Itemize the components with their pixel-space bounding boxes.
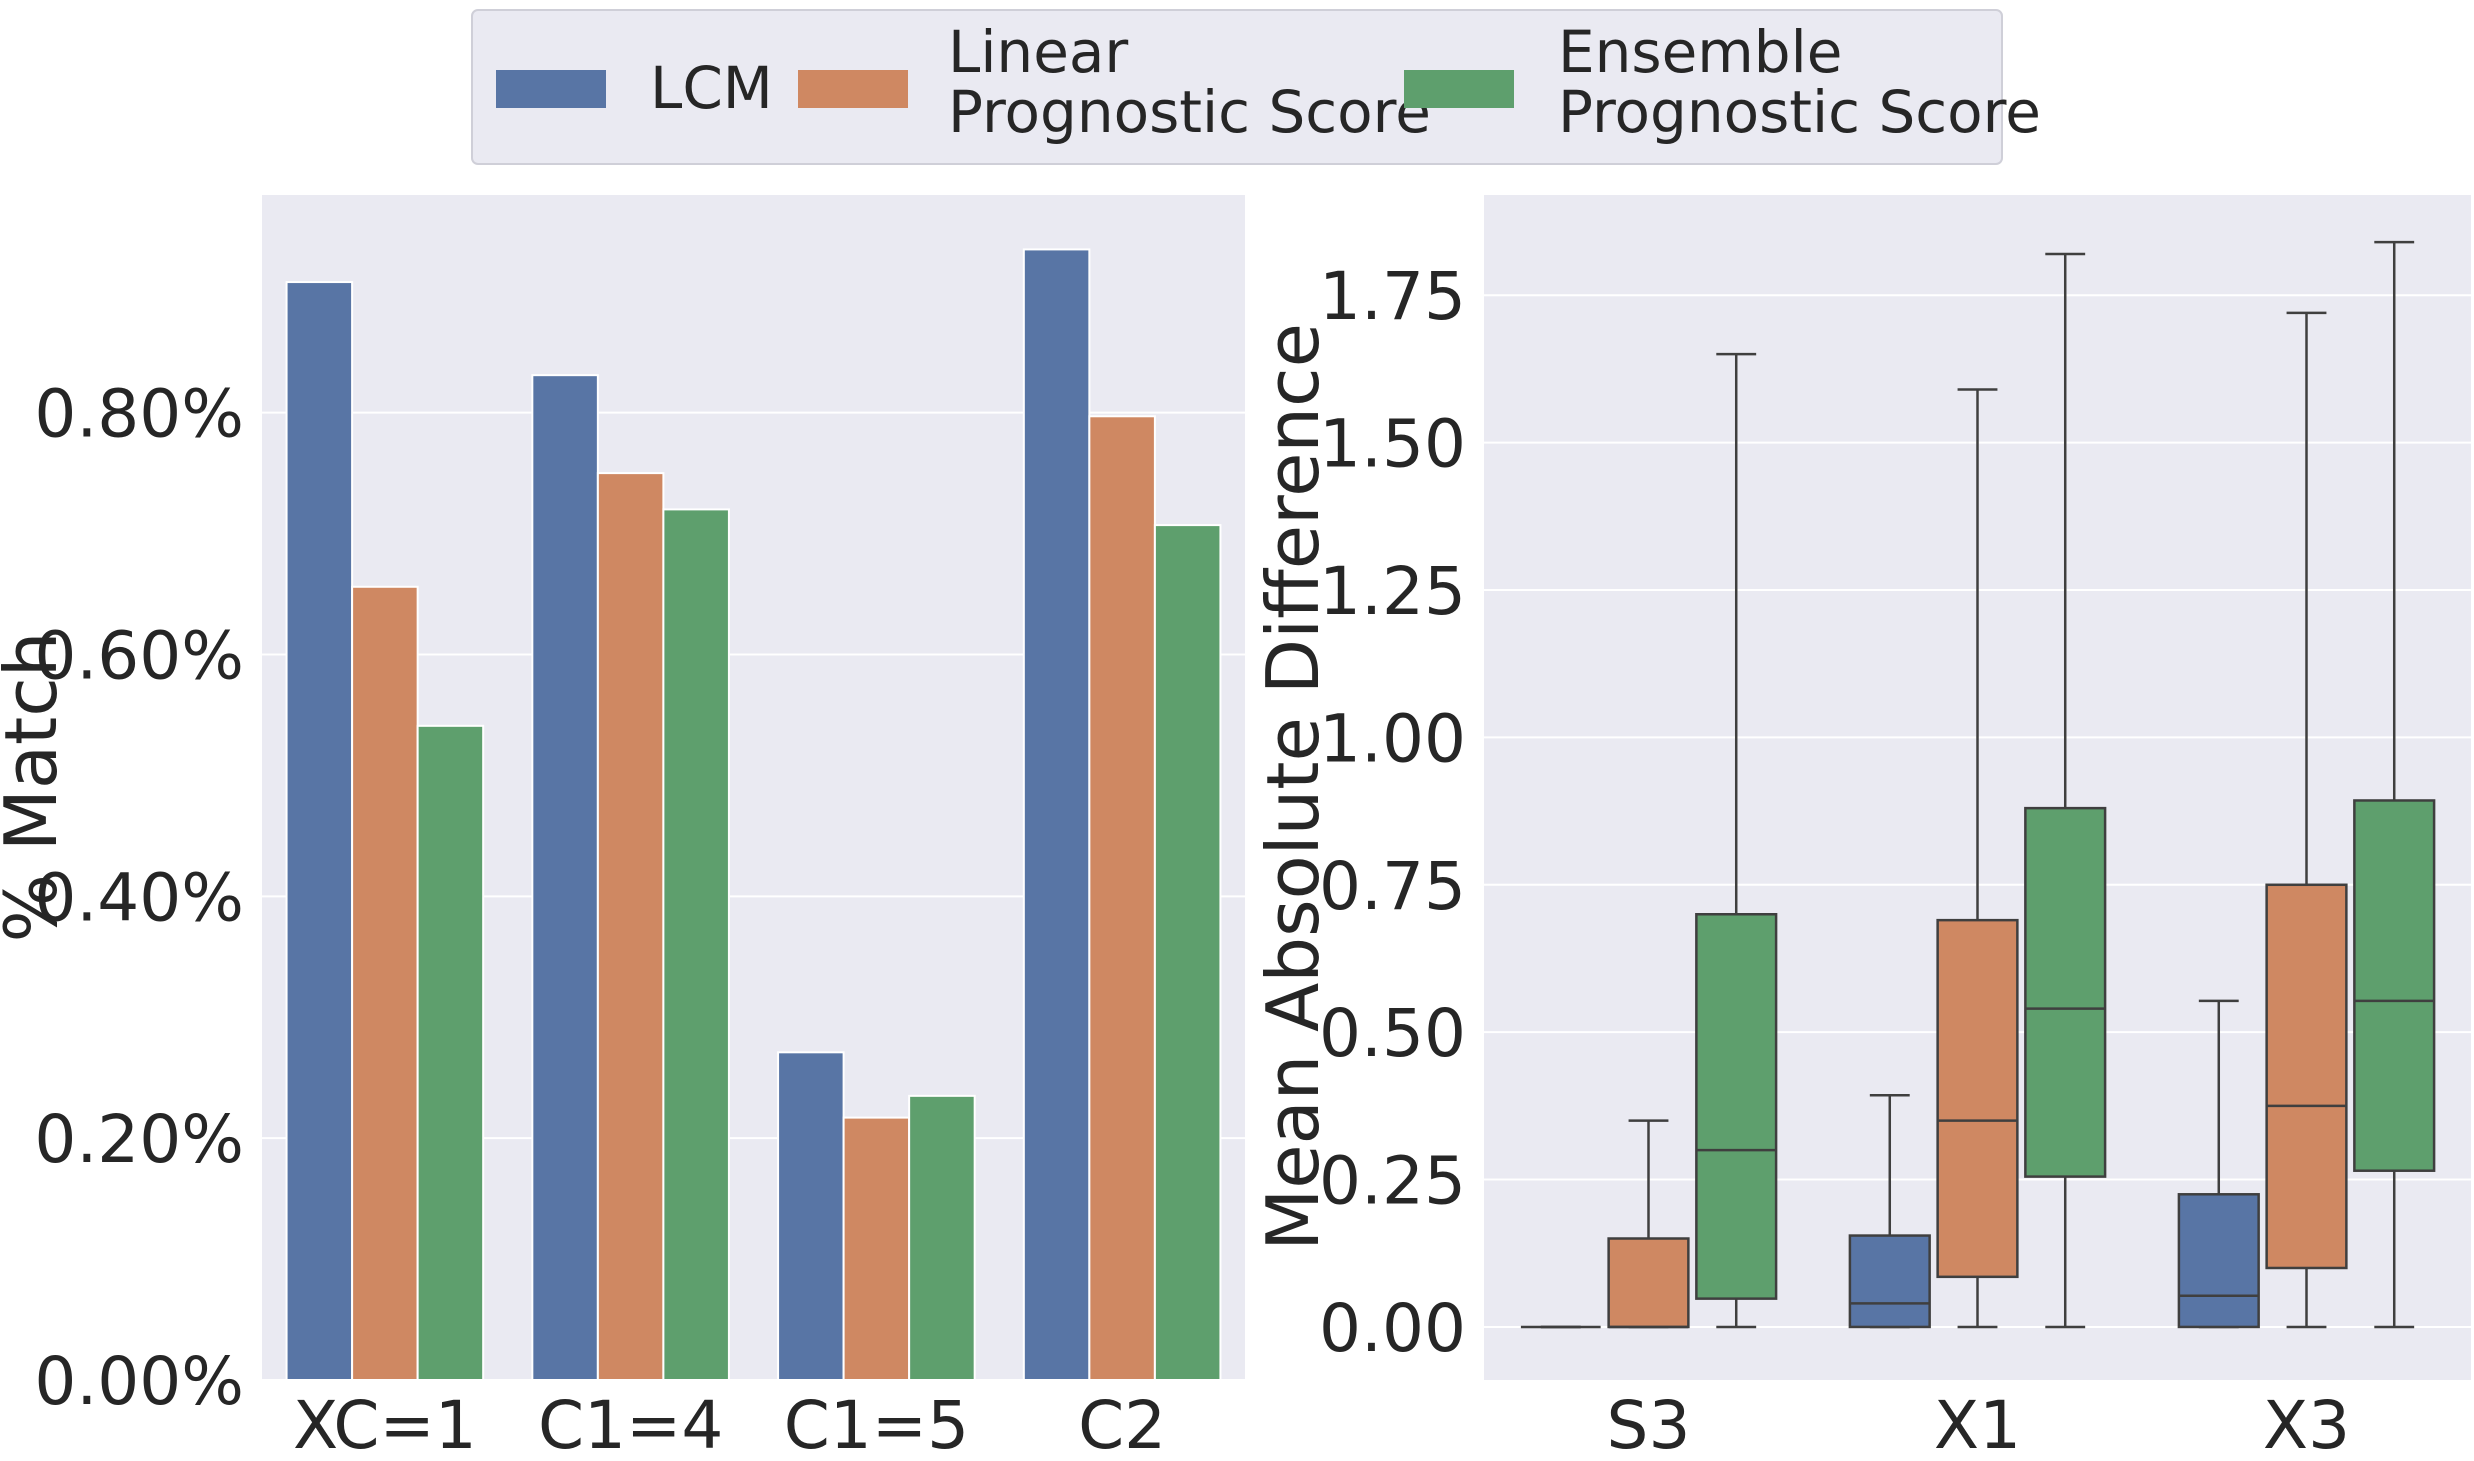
- legend-label-linear-line2: Prognostic Score: [948, 78, 1431, 146]
- box-x-tick-label: X1: [1934, 1387, 2021, 1461]
- bar-linear-prognostic-score-c1-4: [596, 472, 665, 1381]
- bar-lcm-c1-5: [777, 1051, 845, 1382]
- bar-y-tick-label: 0.00%: [34, 1343, 244, 1420]
- box-linear-prognostic-score-x3: [2265, 883, 2348, 1270]
- box-ensemble-prognostic-score-x1: [2024, 806, 2107, 1178]
- box-lcm-x1: [1848, 1234, 1931, 1329]
- box-y-tick-label: 1.75: [1319, 258, 1466, 335]
- box-linear-prognostic-score-s3: [1607, 1237, 1690, 1329]
- legend-swatch-linear: [798, 70, 908, 108]
- box-y-tick-labels: 0.00 0.25 0.50 0.75 1.00 1.25 1.50 1.75: [1319, 258, 1466, 1367]
- bar-ensemble-prognostic-score-c2: [1153, 524, 1222, 1381]
- bar-y-tick-label: 0.60%: [34, 617, 244, 694]
- box-y-axis-label: Mean Absolute Difference: [1251, 323, 1335, 1251]
- box-lcm-x3: [2177, 1193, 2260, 1329]
- bar-x-tick-label: C2: [1078, 1387, 1166, 1461]
- bar-linear-prognostic-score-xc-1: [351, 585, 419, 1381]
- bar-linear-prognostic-score-c2: [1088, 415, 1156, 1381]
- box-x-tick-label: X3: [2263, 1387, 2350, 1461]
- bar-x-tick-label: C1=4: [538, 1387, 723, 1461]
- bar-x-tick-label: C1=5: [784, 1387, 969, 1461]
- bar-chart: 0.00% 0.20% 0.40% 0.60% 0.80% XC=1 C1=4 C1=5 C2…: [0, 195, 1245, 1461]
- legend-swatch-ensemble: [1404, 70, 1514, 108]
- bar-ensemble-prognostic-score-c1-5: [908, 1094, 976, 1381]
- box-chart: 0.000.250.500.751.001.251.501.75 S3 X1 X3 …: [1251, 195, 2471, 1461]
- legend-swatch-lcm: [496, 70, 606, 108]
- box-y-tick-label: 0.75: [1319, 848, 1466, 925]
- bar-x-tick-label: XC=1: [293, 1387, 477, 1461]
- bar-lcm-xc-1: [285, 281, 354, 1381]
- legend-label-lcm: LCM: [650, 54, 773, 122]
- box-y-tick-label: 1.50: [1319, 406, 1466, 483]
- bar-y-tick-label: 0.40%: [34, 859, 244, 936]
- bar-marks: [285, 248, 1222, 1382]
- bar-y-axis-label: % Match: [0, 632, 73, 943]
- bar-lcm-c2: [1022, 248, 1091, 1382]
- bar-x-tick-labels: XC=1 C1=4 C1=5 C2: [293, 1387, 1166, 1461]
- legend-frame: [471, 9, 2003, 165]
- legend-label-linear-line1: Linear: [948, 18, 1128, 86]
- bar-y-tick-label: 0.20%: [34, 1101, 244, 1178]
- legend-label-ensemble-line1: Ensemble: [1558, 18, 1842, 86]
- bar-lcm-c1-4: [531, 374, 599, 1381]
- box-marks: [1520, 240, 2436, 1329]
- box-ensemble-prognostic-score-s3: [1695, 913, 1778, 1300]
- bar-y-tick-label: 0.80%: [34, 376, 244, 453]
- box-x-tick-labels: S3 X1 X3: [1607, 1387, 2351, 1461]
- legend: LCM Linear Prognostic Score Ensemble Pro…: [471, 9, 2041, 165]
- box-y-tick-label: 0.00: [1319, 1290, 1466, 1367]
- bar-y-tick-labels: 0.00% 0.20% 0.40% 0.60% 0.80%: [34, 376, 244, 1420]
- box-ensemble-prognostic-score-x3: [2353, 799, 2436, 1172]
- box-y-tick-label: 0.50: [1319, 995, 1466, 1072]
- box-y-tick-label: 1.25: [1319, 553, 1466, 630]
- box-linear-prognostic-score-x1: [1936, 918, 2019, 1279]
- bar-ensemble-prognostic-score-xc-1: [416, 724, 485, 1381]
- bar-linear-prognostic-score-c1-5: [842, 1116, 911, 1382]
- box-y-tick-label: 1.00: [1319, 700, 1466, 777]
- legend-label-ensemble-line2: Prognostic Score: [1558, 78, 2041, 146]
- box-y-tick-label: 0.25: [1319, 1143, 1466, 1220]
- box-x-tick-label: S3: [1607, 1387, 1691, 1461]
- bar-ensemble-prognostic-score-c1-4: [662, 508, 730, 1381]
